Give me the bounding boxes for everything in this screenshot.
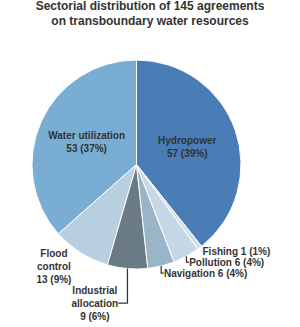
svg-text:Sectorial distribution of 145: Sectorial distribution of 145 agreements…: [36, 0, 265, 28]
svg-text:Pollution 6 (4%): Pollution 6 (4%): [189, 257, 264, 268]
svg-text:Navigation 6 (4%): Navigation 6 (4%): [164, 268, 247, 279]
svg-text:Floodcontrol13 (9%): Floodcontrol13 (9%): [36, 248, 71, 285]
svg-text:Water utilization53 (37%): Water utilization53 (37%): [48, 130, 125, 154]
svg-text:Hydropower57 (39%): Hydropower57 (39%): [158, 135, 216, 159]
svg-text:Fishing 1 (1%): Fishing 1 (1%): [202, 246, 270, 257]
svg-text:Industrialallocation9 (6%): Industrialallocation9 (6%): [72, 285, 119, 322]
